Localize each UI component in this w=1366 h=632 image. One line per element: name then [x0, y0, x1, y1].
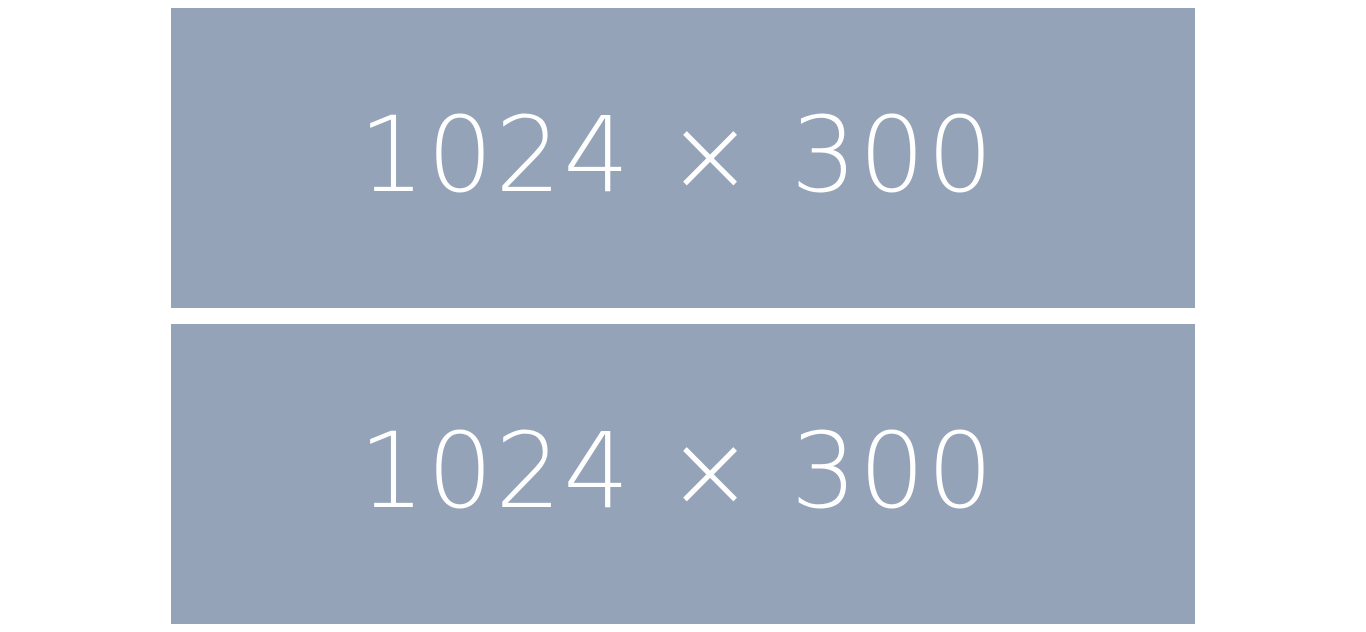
banner-list: 1024 × 300 1024 × 300 [171, 8, 1195, 624]
placeholder-banner: 1024 × 300 [171, 8, 1195, 308]
banner-dimension-label: 1024 × 300 [358, 410, 996, 532]
banner-dimension-label: 1024 × 300 [358, 94, 996, 216]
placeholder-banner: 1024 × 300 [171, 324, 1195, 624]
